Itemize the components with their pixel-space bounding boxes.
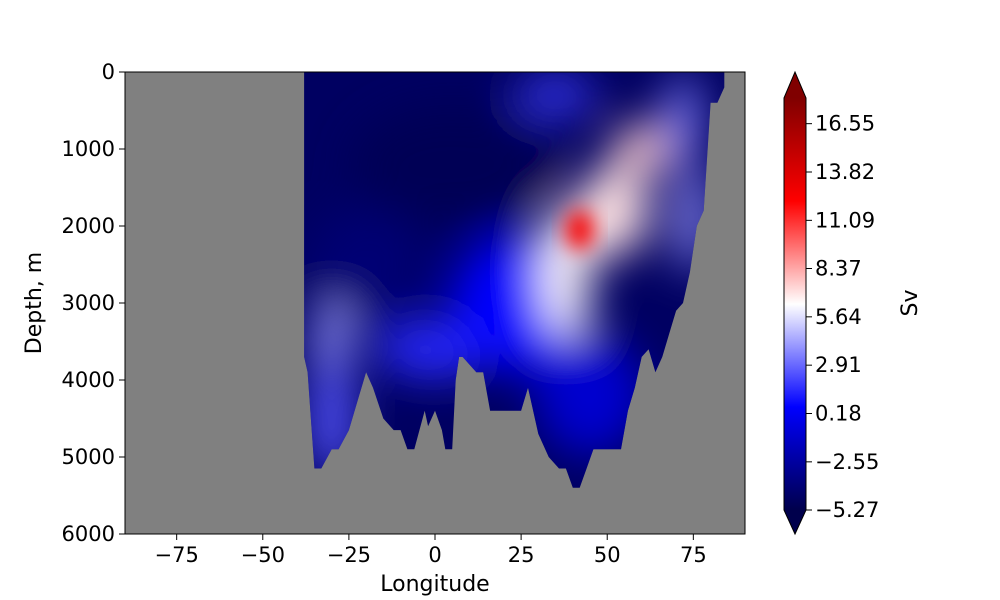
colorbar-tick-label: 2.91 (815, 353, 862, 377)
y-tick-label: 3000 (62, 291, 115, 315)
field-cell (515, 77, 596, 114)
colorbar-tick-label: 0.18 (815, 402, 862, 426)
y-axis-title: Depth, m (22, 252, 47, 354)
y-tick-label: 5000 (62, 445, 115, 469)
y-tick-label: 4000 (62, 368, 115, 392)
field-cell (352, 104, 553, 225)
colorbar-tick-label: −5.27 (815, 498, 879, 522)
field-core (565, 209, 594, 250)
x-tick-label: −25 (327, 543, 371, 567)
x-tick-label: 50 (594, 543, 621, 567)
y-tick-label: 0 (102, 60, 115, 84)
colorbar-tick-label: 5.64 (815, 305, 862, 329)
x-axis: −75 −50 −25 0 25 50 75 (155, 534, 707, 567)
field-peak (565, 209, 594, 250)
y-tick-label: 1000 (62, 137, 115, 161)
y-tick-label: 6000 (62, 522, 115, 546)
field-cell (667, 73, 699, 164)
colorbar-tick-label: 8.37 (815, 257, 862, 281)
x-axis-title: Longitude (380, 572, 489, 597)
plot-area (124, 71, 746, 535)
y-tick-label: 2000 (62, 214, 115, 238)
colorbar-tick-label: −2.55 (815, 450, 879, 474)
field-cell (613, 124, 670, 174)
x-tick-label: 0 (428, 543, 441, 567)
colorbar-gradient (784, 98, 806, 510)
colorbar-tick-label: 16.55 (815, 112, 875, 136)
field-cell (535, 335, 645, 456)
x-tick-label: −50 (241, 543, 285, 567)
x-tick-label: −75 (155, 543, 199, 567)
field-cell (579, 165, 650, 256)
colorbar-extend-min (784, 510, 806, 534)
y-axis: 0 1000 2000 3000 4000 5000 6000 (62, 60, 125, 546)
colorbar-extend-max (784, 72, 806, 98)
x-tick-label: 75 (680, 543, 707, 567)
colorbar-tick-label: 13.82 (815, 160, 875, 184)
colorbar-tick-label: 11.09 (815, 208, 875, 232)
colorbar: −5.27 −2.55 0.18 2.91 5.64 8.37 11.09 13.82 16.5… (783, 70, 879, 536)
x-tick-label: 25 (508, 543, 535, 567)
field-cell (306, 209, 427, 320)
field-cell (313, 301, 350, 382)
colorbar-title: Sv (898, 290, 923, 317)
